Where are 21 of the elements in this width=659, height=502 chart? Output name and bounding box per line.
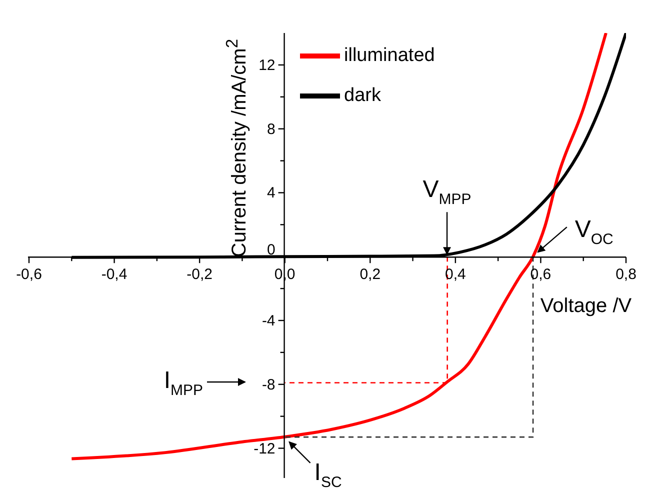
legend-label: dark bbox=[344, 85, 381, 106]
x-tick-label: 0,4 bbox=[445, 266, 466, 284]
x-tick-label: 0,8 bbox=[616, 266, 636, 284]
y-tick-label: 0 bbox=[266, 242, 276, 259]
y-tick-label: -12 bbox=[254, 440, 276, 458]
x-tick-label: -0,2 bbox=[186, 266, 212, 284]
annotation: V$_{OC}$ bbox=[574, 216, 614, 248]
x-tick-label: 0,6 bbox=[530, 266, 552, 284]
x-tick-label: -0,6 bbox=[16, 266, 42, 284]
y-tick-label: -8 bbox=[262, 376, 276, 394]
x-tick-label: -0,4 bbox=[101, 266, 128, 284]
annotation: I$_{MPP}$ bbox=[164, 367, 203, 399]
annotation: V$_{MPP}$ bbox=[422, 176, 472, 208]
y-tick-label: 4 bbox=[266, 184, 276, 202]
legend-label: illuminated bbox=[344, 45, 435, 66]
annotation: I$_{SC}$ bbox=[314, 458, 342, 491]
y-tick-label: -4 bbox=[262, 312, 276, 330]
x-axis-title: Voltage /V bbox=[540, 295, 632, 318]
x-tick-label: 0,2 bbox=[360, 266, 381, 284]
y-tick-label: 8 bbox=[266, 120, 276, 138]
y-tick-label: 12 bbox=[258, 56, 276, 74]
